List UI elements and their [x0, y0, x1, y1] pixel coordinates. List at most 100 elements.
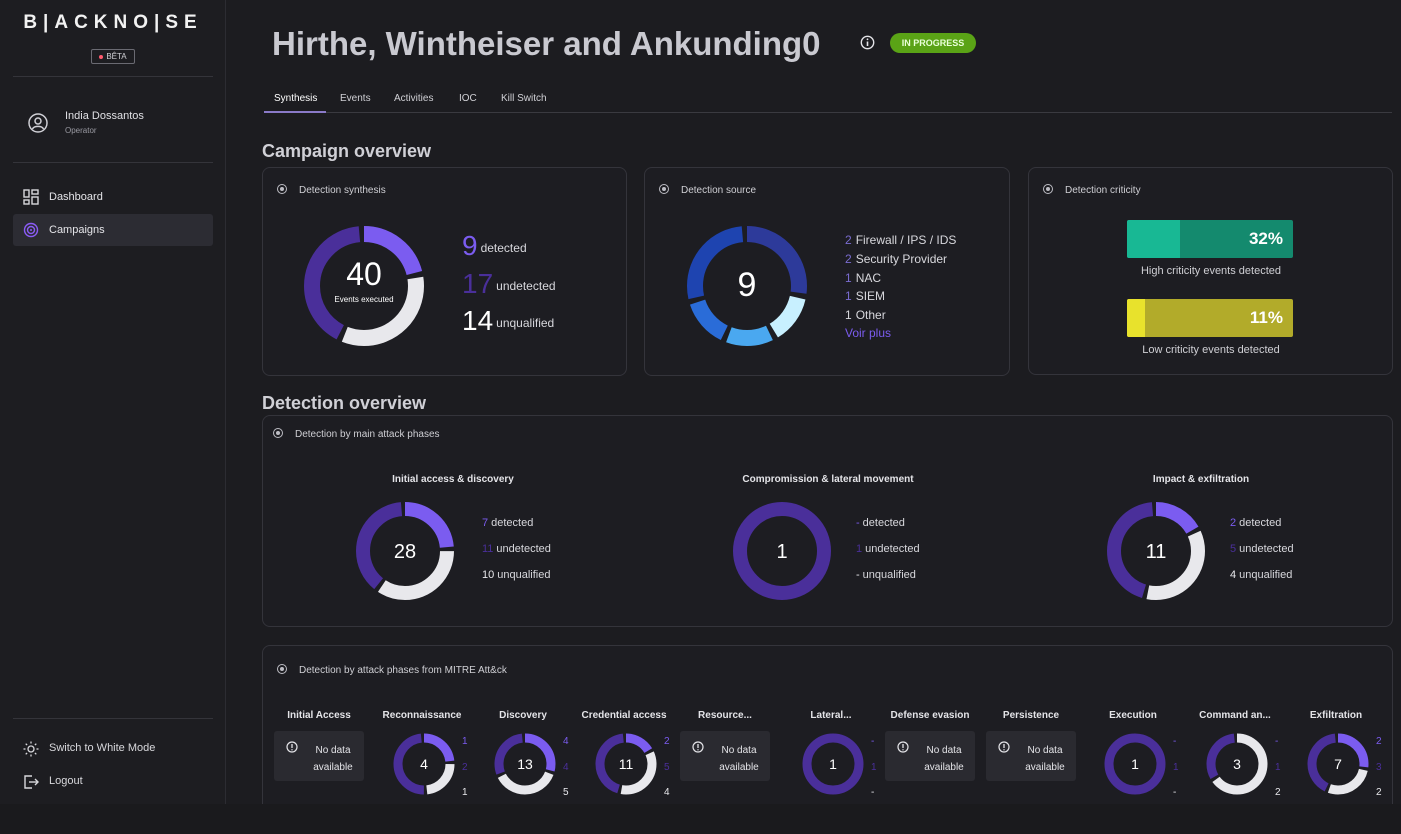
unqualified-segment	[1307, 733, 1369, 795]
mitre-undetected-count: 1	[871, 762, 877, 773]
synthesis-donut-ring	[304, 226, 424, 346]
dashboard-icon	[23, 189, 39, 205]
mitre-unqualified-count: 2	[1376, 787, 1382, 798]
detected-segment	[494, 733, 556, 795]
mitre-phase-total: 3	[1233, 756, 1241, 772]
user-name: India Dossantos	[65, 110, 144, 122]
mitre-phase-total: 13	[517, 756, 533, 772]
app-logo[interactable]: B|ACKNO|SE	[23, 12, 203, 33]
undetected-segment	[802, 733, 864, 795]
mitre-unqualified-count: 4	[664, 787, 670, 798]
mitre-phase-total: 7	[1334, 756, 1342, 772]
undetected-segment	[1104, 733, 1166, 795]
target-icon	[1043, 184, 1053, 194]
mitre-phase-total: 1	[1131, 756, 1139, 772]
alert-icon	[286, 741, 298, 753]
mitre-phase-title: Resource...	[698, 710, 752, 721]
sidebar-item-dashboard[interactable]: Dashboard	[13, 181, 213, 213]
mitre-unqualified-count: -	[1173, 787, 1177, 798]
phase-undetected: 1 undetected	[856, 543, 920, 555]
high-criticity-fill	[1127, 220, 1181, 258]
detected-segment	[304, 226, 424, 346]
no-data-box: No data available	[680, 731, 770, 781]
sidebar-divider	[13, 162, 213, 163]
phase-title: Initial access & discovery	[392, 474, 514, 485]
tab-events[interactable]: Events	[340, 93, 371, 104]
low-criticity-label: Low criticity events detected	[1142, 344, 1280, 356]
detection-overview-title: Detection overview	[262, 393, 427, 413]
alert-icon	[998, 741, 1010, 753]
phase-total: 11	[1146, 541, 1167, 563]
mitre-phase-title: Execution	[1109, 710, 1157, 721]
unqualified-segment	[1206, 733, 1268, 795]
sidebar-divider	[13, 718, 213, 719]
phase-unqualified: 4 unqualified	[1230, 569, 1293, 581]
phase-detected: 7 detected	[482, 517, 534, 529]
synthesis-donut: 40 Events executed	[304, 226, 424, 346]
undetected-segment	[356, 502, 454, 600]
card-title: Detection by main attack phases	[273, 428, 440, 440]
user-avatar-icon[interactable]	[27, 112, 49, 134]
tab-activities[interactable]: Activities	[394, 93, 434, 104]
source-segment	[687, 226, 807, 346]
low-criticity-fill	[1127, 299, 1146, 337]
low-criticity-pct: 11%	[1249, 308, 1283, 327]
target-icon	[659, 184, 669, 194]
undetected-segment	[595, 733, 657, 795]
beta-dot-icon	[99, 54, 104, 59]
phase-unqualified: - unqualified	[856, 569, 916, 581]
source-segment	[687, 226, 807, 346]
mitre-phase-title: Command an...	[1199, 710, 1271, 721]
theme-switch-button[interactable]: Switch to White Mode	[13, 737, 213, 761]
detected-segment	[595, 733, 657, 795]
undetected-segment	[393, 733, 455, 795]
target-icon	[273, 428, 283, 438]
tab-ioc[interactable]: IOC	[459, 93, 477, 104]
mitre-undetected-count: 4	[563, 762, 569, 773]
mitre-phase-title: Exfiltration	[1309, 710, 1363, 721]
sidebar-item-label: Dashboard	[49, 191, 103, 203]
source-item: 1 Other	[845, 308, 886, 322]
undetected-segment	[1307, 733, 1369, 795]
no-data-text: No data available	[719, 745, 759, 773]
phase-undetected: 5 undetected	[1230, 543, 1294, 555]
unqualified-segment	[1107, 502, 1205, 600]
synthesis-detected: 9 detected	[462, 230, 527, 261]
mitre-unqualified-count: 5	[563, 787, 569, 798]
info-icon[interactable]	[860, 35, 875, 50]
sidebar-divider	[13, 76, 213, 77]
sidebar-item-campaigns[interactable]: Campaigns	[13, 214, 213, 246]
mitre-detected-count: 1	[462, 736, 468, 747]
phase-undetected: 11 undetected	[482, 543, 551, 555]
phase-donut: 1	[733, 502, 831, 600]
mitre-undetected-count: 2	[462, 762, 468, 773]
target-icon	[277, 664, 287, 674]
synthesis-undetected: 17 undetected	[462, 268, 556, 299]
mitre-undetected-count: 1	[1173, 762, 1179, 773]
no-data-text: No data available	[924, 745, 964, 773]
mitre-phases-card: Detection by attack phases from MITRE At…	[262, 645, 1393, 834]
synthesis-total: 40	[346, 256, 382, 292]
status-badge: IN PROGRESS	[890, 33, 976, 53]
low-criticity-bar: 11%	[1127, 299, 1293, 337]
tab-bar: Synthesis Events Activities IOC Kill Swi…	[264, 90, 1392, 113]
detection-source-card: Detection source 9 2 Firewall / IPS / IDS…	[644, 167, 1010, 376]
mitre-detected-count: -	[1173, 736, 1177, 747]
mitre-unqualified-count: 2	[1275, 787, 1281, 798]
high-criticity-bar: 32%	[1127, 220, 1293, 258]
undetected-segment	[304, 226, 424, 346]
no-data-text: No data available	[313, 745, 353, 773]
logout-button[interactable]: Logout	[13, 770, 213, 794]
card-title: Detection synthesis	[277, 184, 386, 196]
phase-unqualified: 10 unqualified	[482, 569, 551, 581]
sidebar-item-label: Campaigns	[49, 224, 105, 236]
unqualified-segment	[494, 733, 556, 795]
theme-switch-label: Switch to White Mode	[49, 742, 156, 754]
undetected-segment	[1107, 502, 1205, 600]
card-title: Detection source	[659, 184, 756, 196]
tab-synthesis[interactable]: Synthesis	[274, 93, 318, 104]
tab-kill-switch[interactable]: Kill Switch	[501, 93, 547, 104]
see-more-link[interactable]: Voir plus	[845, 326, 892, 340]
mitre-phase-title: Persistence	[1002, 710, 1060, 721]
phase-donut: 28	[356, 502, 454, 600]
